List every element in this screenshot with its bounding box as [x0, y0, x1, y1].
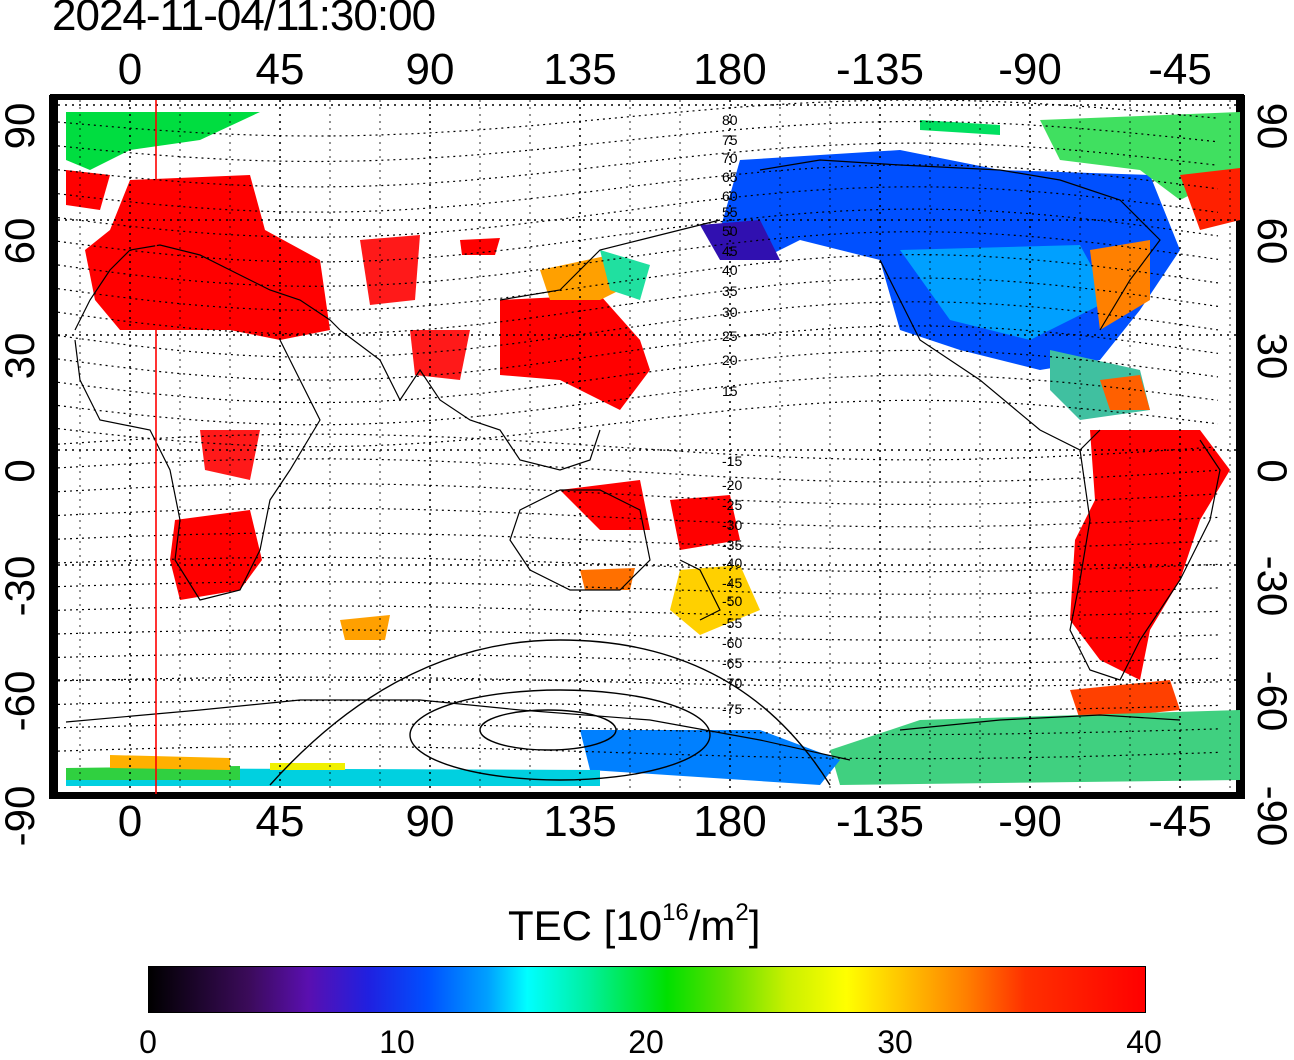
lat-tick-label-right: -30 — [1249, 555, 1294, 617]
contour-label: 15 — [722, 383, 738, 399]
contour-line — [57, 532, 1219, 550]
contour-line — [57, 507, 1219, 528]
lat-tick-label-right: -60 — [1249, 670, 1294, 732]
contour-label: -35 — [722, 537, 742, 553]
lon-tick-label-top: -90 — [998, 45, 1062, 94]
lon-tick-label-top: 90 — [405, 45, 455, 94]
contour-label: 30 — [722, 304, 738, 320]
contour-line — [57, 186, 1219, 238]
colorbar-title: TEC [1016/m2] — [508, 899, 761, 949]
contour-line — [57, 399, 1219, 448]
timestamp: 2024-11-04/11:30:00 — [52, 0, 436, 40]
contour-label: -15 — [722, 453, 742, 469]
colorbar-tick-label: 20 — [628, 1024, 664, 1060]
lat-tick-label-left: 0 — [0, 459, 43, 483]
contour-line — [57, 483, 1219, 505]
lon-tick-label-top: 45 — [255, 45, 305, 94]
lon-tick-label-bottom: 45 — [255, 797, 305, 846]
contour-line — [57, 349, 1219, 404]
colorbar-tick-label: 10 — [379, 1024, 415, 1060]
contour-line — [57, 653, 1219, 664]
contour-line — [57, 605, 1219, 618]
contour-label: -20 — [722, 477, 742, 493]
contour-line — [57, 433, 1219, 461]
lon-tick-label-bottom: 90 — [405, 797, 455, 846]
pole-contours — [269, 639, 831, 786]
coastlines — [65, 159, 1221, 761]
contour-label: 50 — [722, 223, 738, 239]
contour-label: -50 — [722, 593, 742, 609]
lat-tick-label-right: 0 — [1249, 459, 1294, 483]
colorbar-tick-label: 30 — [877, 1024, 913, 1060]
contour-label: 35 — [722, 283, 738, 299]
lon-tick-label-bottom: -45 — [1148, 797, 1212, 846]
lat-tick-label-left: 90 — [0, 102, 43, 150]
contour-label: 60 — [722, 188, 738, 204]
lon-tick-label-top: 180 — [693, 45, 767, 94]
lon-tick-label-top: 135 — [543, 45, 617, 94]
contour-label: 20 — [722, 352, 738, 368]
lon-tick-label-top: -45 — [1148, 45, 1212, 94]
colorbar — [148, 966, 1146, 1013]
contour-line — [57, 722, 1219, 736]
lon-tick-label-top: 0 — [117, 45, 143, 94]
lon-tick-label-top: -135 — [835, 45, 925, 94]
lat-tick-label-left: -30 — [0, 555, 43, 617]
contour-label: -55 — [722, 615, 742, 631]
lat-tick-label-right: 60 — [1249, 217, 1294, 265]
contour-label: 55 — [722, 204, 738, 220]
lon-tick-label-bottom: 135 — [543, 797, 617, 846]
contour-line — [57, 164, 1219, 213]
contour-line — [57, 208, 1219, 263]
lat-tick-label-left: 60 — [0, 217, 43, 265]
lat-tick-label-left: 30 — [0, 332, 43, 380]
lat-tick-label-right: -90 — [1249, 785, 1294, 847]
contour-label: 70 — [722, 150, 738, 166]
lat-tick-label-right: 30 — [1249, 332, 1294, 380]
contour-label: -25 — [722, 497, 742, 513]
lon-tick-label-bottom: -90 — [998, 797, 1062, 846]
contour-label: 75 — [722, 132, 738, 148]
colorbar-tick-label: 40 — [1126, 1024, 1162, 1060]
lat-tick-label-right: 90 — [1249, 102, 1294, 150]
contour-label: -40 — [722, 555, 742, 571]
lat-tick-label-left: -90 — [0, 785, 43, 847]
colorbar-tick-label: 0 — [139, 1024, 157, 1060]
lon-tick-label-bottom: 180 — [693, 797, 767, 846]
contour-label: 80 — [722, 112, 738, 128]
contour-line — [57, 629, 1219, 641]
contour-label: 45 — [722, 243, 738, 259]
contour-line — [57, 253, 1219, 312]
contour-line — [57, 556, 1219, 573]
contour-line — [57, 120, 1219, 163]
contour-line — [57, 231, 1219, 287]
contour-line — [57, 458, 1219, 483]
contour-label: 25 — [722, 328, 738, 344]
contour-line — [57, 745, 1219, 760]
lon-tick-label-bottom: 0 — [117, 797, 143, 846]
contour-label: -70 — [722, 675, 742, 691]
contour-label: -60 — [722, 635, 742, 651]
contour-line — [57, 581, 1219, 595]
contour-line — [57, 676, 1219, 688]
magnetic-contours — [57, 99, 1219, 760]
contour-label: 65 — [722, 169, 738, 185]
contour-line — [57, 99, 1219, 137]
contour-label: -75 — [722, 701, 742, 717]
contour-line — [57, 325, 1219, 381]
lat-tick-label-left: -60 — [0, 670, 43, 732]
graticule — [58, 100, 1236, 796]
contour-label: -65 — [722, 655, 742, 671]
contour-label: 40 — [722, 262, 738, 278]
contour-line — [57, 277, 1219, 335]
lon-tick-label-bottom: -135 — [835, 797, 925, 846]
contour-line — [57, 301, 1219, 358]
contour-label: -30 — [722, 517, 742, 533]
contour-line — [57, 374, 1219, 426]
contour-label: -45 — [722, 575, 742, 591]
contour-line — [57, 699, 1219, 712]
